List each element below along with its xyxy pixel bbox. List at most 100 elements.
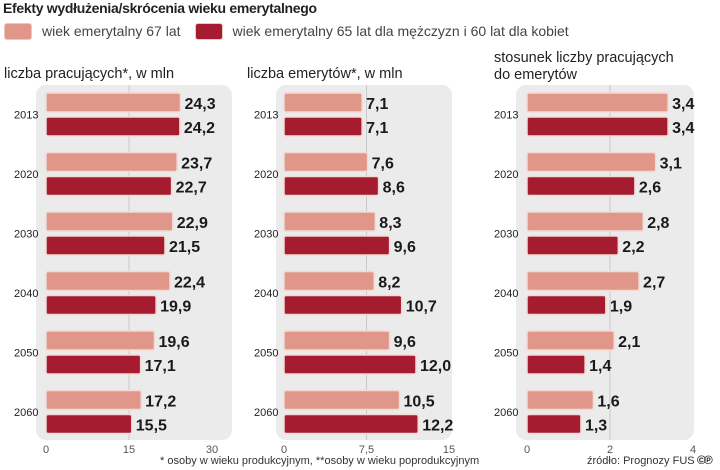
panel-background bbox=[516, 85, 694, 440]
x-tick-label: 30 bbox=[206, 444, 218, 455]
category-label: 2030 bbox=[14, 229, 38, 241]
bar-age67 bbox=[45, 151, 178, 173]
category-label: 2013 bbox=[254, 110, 278, 122]
data-label: 3,4 bbox=[672, 96, 694, 113]
bar-age65-60 bbox=[283, 116, 363, 137]
category-label: 2013 bbox=[14, 110, 38, 122]
x-tick-label: 15 bbox=[123, 444, 135, 455]
bar-age67 bbox=[45, 92, 182, 113]
x-tick-label: 2 bbox=[607, 444, 613, 455]
data-label: 24,3 bbox=[184, 96, 215, 113]
legend-label-67: wiek emerytalny 67 lat bbox=[42, 23, 181, 39]
category-label: 2040 bbox=[494, 288, 518, 300]
bar-age67 bbox=[526, 151, 657, 173]
bar-age67 bbox=[526, 92, 669, 113]
data-label: 10,5 bbox=[404, 394, 435, 411]
bar-age67 bbox=[283, 211, 377, 232]
panel-background bbox=[36, 85, 232, 440]
category-label: 2050 bbox=[14, 348, 38, 360]
bar-age65-60 bbox=[526, 175, 636, 197]
bar-age65-60 bbox=[526, 413, 582, 435]
data-label: 2,2 bbox=[622, 239, 644, 256]
data-label: 8,2 bbox=[378, 275, 400, 292]
data-label: 1,9 bbox=[610, 299, 632, 316]
x-tick-label: 0 bbox=[281, 444, 287, 455]
data-label: 2,1 bbox=[618, 334, 640, 351]
category-label: 2060 bbox=[254, 407, 278, 419]
chart-workers: 0 15 30 2013 24,3 24,2 2020 23,7 22,7 2030 22,9 21,… bbox=[14, 85, 232, 455]
bar-age65-60 bbox=[45, 116, 181, 137]
legend: wiek emerytalny 67 lat wiek emerytalny 6… bbox=[4, 20, 583, 42]
x-tick-label: 0 bbox=[43, 444, 49, 455]
bar-age65-60 bbox=[283, 354, 417, 375]
data-label: 19,6 bbox=[158, 334, 189, 351]
bar-age65-60 bbox=[45, 294, 157, 316]
data-label: 1,3 bbox=[585, 418, 607, 435]
category-label: 2040 bbox=[254, 288, 278, 300]
category-label: 2050 bbox=[494, 348, 518, 360]
chart-ratio: 0 2 4 2013 3,4 3,4 2020 3,1 2,6 2030 2,82,2 2040 2,7… bbox=[494, 85, 696, 455]
bar-age65-60 bbox=[45, 235, 166, 256]
data-label: 7,6 bbox=[372, 156, 394, 173]
data-label: 7,1 bbox=[366, 96, 388, 113]
legend-item-67: wiek emerytalny 67 lat bbox=[4, 22, 181, 40]
x-tick-label: 7,5 bbox=[359, 444, 374, 455]
panel-title-ratio-line1: stosunek liczby pracujących bbox=[494, 50, 674, 66]
x-tick-label: 15 bbox=[443, 444, 455, 455]
category-label: 2040 bbox=[14, 288, 38, 300]
panel-title-pensioners: liczba emerytów*, w mln bbox=[247, 66, 403, 82]
x-tick-label: 4 bbox=[690, 444, 696, 455]
legend-item-65-60: wiek emerytalny 65 lat dla mężczyzn i 60… bbox=[194, 22, 569, 40]
bar-age65-60 bbox=[526, 235, 620, 256]
category-label: 2020 bbox=[494, 169, 518, 181]
data-label: 3,1 bbox=[660, 156, 682, 173]
bar-age65-60 bbox=[283, 413, 419, 435]
bar-age67 bbox=[283, 151, 369, 173]
category-label: 2060 bbox=[494, 407, 518, 419]
bar-age67 bbox=[45, 270, 171, 292]
bar-age65-60 bbox=[526, 294, 607, 316]
bar-age67 bbox=[45, 389, 142, 411]
bar-age65-60 bbox=[45, 354, 142, 375]
bar-age65-60 bbox=[526, 116, 669, 137]
copyright-icon: ©℗ bbox=[697, 453, 713, 467]
category-label: 2013 bbox=[494, 110, 518, 122]
bar-age67 bbox=[526, 211, 644, 232]
bar-age67 bbox=[45, 330, 156, 351]
legend-label-65-60: wiek emerytalny 65 lat dla mężczyzn i 60… bbox=[232, 23, 569, 39]
bar-age65-60 bbox=[526, 354, 586, 375]
data-label: 19,9 bbox=[160, 299, 191, 316]
legend-swatch-65-60 bbox=[194, 22, 223, 40]
data-label: 15,5 bbox=[136, 418, 167, 435]
category-label: 2020 bbox=[14, 169, 38, 181]
footnote: * osoby w wieku produkcyjnym, **osoby w … bbox=[160, 455, 480, 467]
data-label: 12,2 bbox=[422, 418, 453, 435]
bar-age65-60 bbox=[45, 175, 173, 197]
bar-age65-60 bbox=[283, 235, 391, 256]
data-label: 1,4 bbox=[589, 358, 611, 375]
data-label: 22,7 bbox=[176, 180, 207, 197]
data-label: 1,6 bbox=[597, 394, 619, 411]
data-label: 9,6 bbox=[394, 239, 416, 256]
data-label: 12,0 bbox=[420, 358, 451, 375]
bar-age67 bbox=[45, 211, 174, 232]
data-label: 2,8 bbox=[647, 215, 669, 232]
bar-age67 bbox=[526, 330, 615, 351]
data-label: 2,7 bbox=[643, 275, 665, 292]
bar-age67 bbox=[283, 389, 401, 411]
panel-title-ratio-line2: do emerytów bbox=[494, 67, 578, 83]
chart-title: Efekty wydłużenia/skrócenia wieku emeryt… bbox=[3, 0, 317, 16]
bar-age65-60 bbox=[283, 294, 403, 316]
source-label: źródło: Prognozy FUS bbox=[587, 455, 695, 467]
data-label: 22,9 bbox=[177, 215, 208, 232]
data-label: 8,6 bbox=[383, 180, 405, 197]
category-label: 2030 bbox=[494, 229, 518, 241]
panel-background bbox=[276, 85, 452, 440]
data-label: 3,4 bbox=[672, 120, 694, 137]
category-label: 2020 bbox=[254, 169, 278, 181]
bar-age65-60 bbox=[45, 413, 133, 435]
data-label: 21,5 bbox=[169, 239, 200, 256]
bar-age67 bbox=[283, 270, 375, 292]
data-label: 8,3 bbox=[379, 215, 401, 232]
chart-pensioners: 0 7,5 15 2013 7,1 7,1 2020 7,6 8,6 2030 8,3 9,6 2040… bbox=[254, 85, 455, 455]
